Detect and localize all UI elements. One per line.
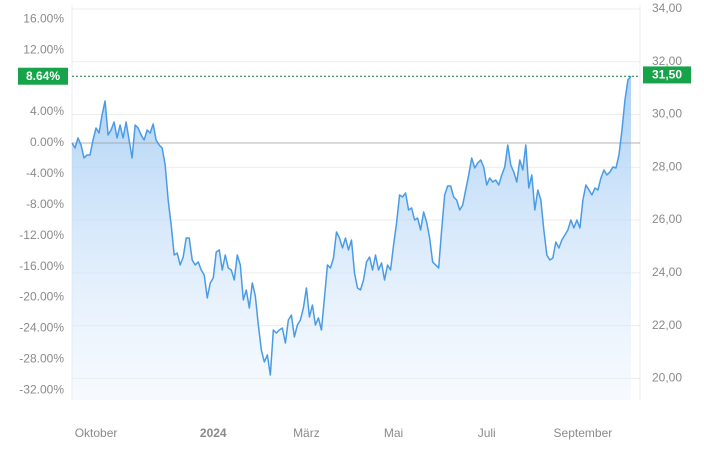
price-line (71, 75, 632, 376)
x-tick-label: Juli (478, 426, 496, 440)
pct-badge-label: 8.64% (26, 69, 60, 83)
y2-tick-label: 34,00 (652, 1, 682, 15)
y-tick-label: -8.00% (26, 197, 64, 211)
y-tick-label: 16.00% (23, 12, 64, 26)
y-tick-label: -12.00% (19, 228, 64, 242)
x-tick-label: März (293, 426, 320, 440)
y-tick-label: -20.00% (19, 290, 64, 304)
y2-tick-label: 22,00 (652, 318, 682, 332)
price-badge (643, 66, 691, 84)
y-tick-label: -28.00% (19, 351, 64, 365)
y-tick-label: 12.00% (23, 42, 64, 56)
y2-tick-label: 28,00 (652, 159, 682, 173)
y2-tick-label: 32,00 (652, 54, 682, 68)
x-tick-label: Oktober (75, 426, 118, 440)
y-tick-label: -4.00% (26, 166, 64, 180)
area-fill (72, 76, 631, 400)
y-tick-label: 4.00% (30, 104, 64, 118)
x-tick-label: September (554, 426, 613, 440)
pct-badge (18, 67, 68, 85)
y2-tick-label: 26,00 (652, 212, 682, 226)
y-tick-label: -16.00% (19, 259, 64, 273)
x-tick-label: Mai (384, 426, 403, 440)
y2-tick-label: 24,00 (652, 265, 682, 279)
x-tick-label: 2024 (200, 426, 227, 440)
y-tick-label: 0.00% (30, 135, 64, 149)
y-tick-label: -24.00% (19, 321, 64, 335)
y-tick-label: -32.00% (19, 382, 64, 396)
y2-tick-label: 30,00 (652, 107, 682, 121)
y2-tick-label: 20,00 (652, 371, 682, 385)
price-badge-label: 31,50 (652, 68, 682, 82)
